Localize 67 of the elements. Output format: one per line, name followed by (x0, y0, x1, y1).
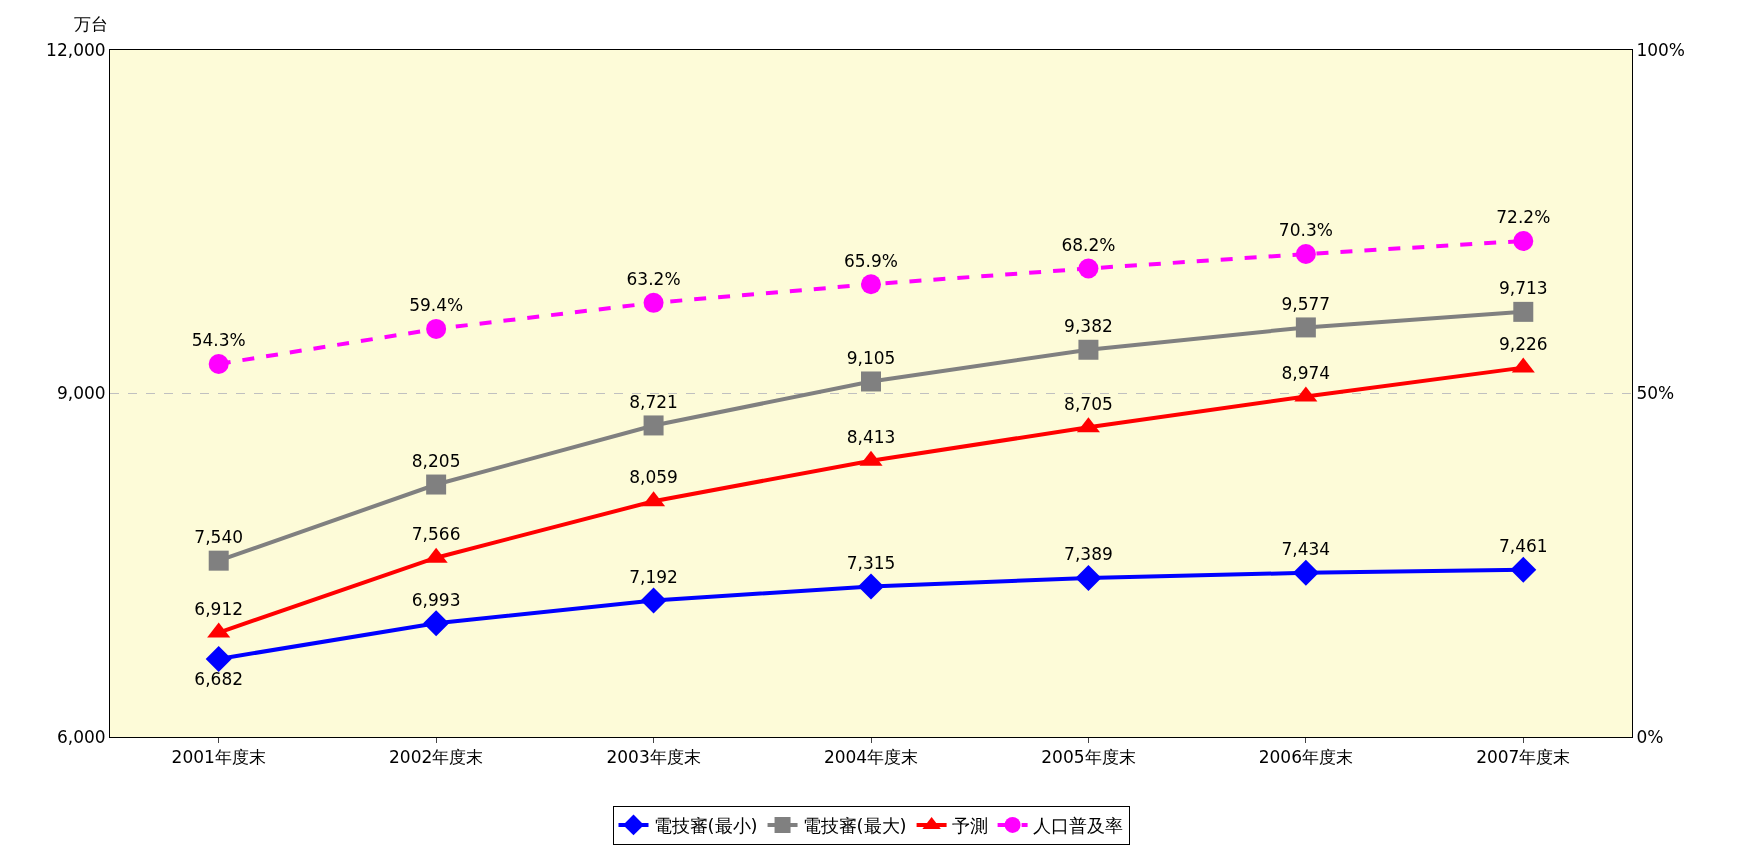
data-label: 72.2% (1496, 207, 1551, 228)
point (1295, 317, 1316, 338)
data-label: 59.4% (409, 295, 464, 316)
y2-tick-label: 0% (1636, 726, 1664, 747)
data-label: 7,434 (1281, 539, 1331, 560)
point (1292, 559, 1319, 586)
data-label: 9,577 (1281, 293, 1331, 314)
point (426, 318, 447, 339)
x-tick-label: 2005年度末 (1041, 747, 1136, 768)
point (1078, 339, 1099, 360)
point (643, 415, 664, 436)
data-label: 7,566 (411, 523, 461, 544)
legend-label: 人口普及率 (1032, 814, 1123, 836)
point (1295, 244, 1316, 265)
data-label: 63.2% (626, 269, 681, 290)
data-label: 9,713 (1498, 278, 1548, 299)
point (208, 550, 229, 571)
data-label: 8,974 (1281, 362, 1331, 383)
point (640, 587, 667, 614)
x-tick-label: 2006年度末 (1258, 747, 1353, 768)
y-tick-label: 6,000 (56, 726, 106, 747)
point (1078, 258, 1099, 279)
point (1510, 556, 1537, 583)
x-tick-label: 2001年度末 (171, 747, 266, 768)
data-label: 68.2% (1061, 234, 1116, 255)
data-label: 6,912 (194, 598, 244, 619)
y-axis-title: 万台 (74, 14, 108, 34)
point (1075, 564, 1102, 591)
data-label: 8,705 (1064, 393, 1113, 414)
point (426, 474, 447, 495)
data-label: 7,192 (629, 566, 678, 587)
point (208, 353, 229, 374)
x-tick-label: 2002年度末 (389, 747, 484, 768)
data-label: 7,461 (1498, 535, 1548, 556)
point (861, 371, 881, 392)
y-tick-label: 12,000 (46, 39, 106, 60)
y2-tick-label: 50% (1636, 383, 1675, 404)
data-label: 6,682 (194, 669, 244, 690)
point (205, 645, 232, 672)
legend-label: 電技審(最小) (653, 814, 758, 836)
data-label: 7,389 (1064, 544, 1113, 565)
point (643, 292, 664, 313)
point (423, 610, 450, 637)
data-label: 8,205 (411, 450, 461, 471)
data-label: 65.9% (843, 250, 899, 271)
data-label: 9,105 (846, 347, 896, 368)
data-label: 8,413 (846, 426, 896, 447)
data-label: 7,540 (194, 526, 244, 547)
data-label: 8,059 (629, 467, 678, 488)
point (861, 274, 881, 295)
x-tick-label: 2007年度末 (1476, 747, 1571, 768)
point (1513, 301, 1534, 322)
y2-tick-label: 100% (1636, 39, 1686, 60)
y-tick-label: 9,000 (56, 383, 106, 404)
data-label: 54.3% (191, 330, 246, 351)
point (1513, 230, 1534, 251)
data-label: 9,382 (1064, 316, 1113, 337)
x-tick-label: 2003年度末 (606, 747, 701, 768)
x-tick-label: 2004年度末 (823, 747, 919, 768)
legend-label: 予測 (951, 814, 988, 836)
point (858, 573, 884, 600)
data-label: 6,993 (411, 589, 461, 610)
data-label: 7,315 (846, 552, 896, 573)
data-label: 9,226 (1498, 333, 1548, 354)
data-label: 8,721 (629, 391, 678, 412)
legend-label: 電技審(最大) (802, 814, 907, 836)
data-label: 70.3% (1278, 220, 1333, 241)
